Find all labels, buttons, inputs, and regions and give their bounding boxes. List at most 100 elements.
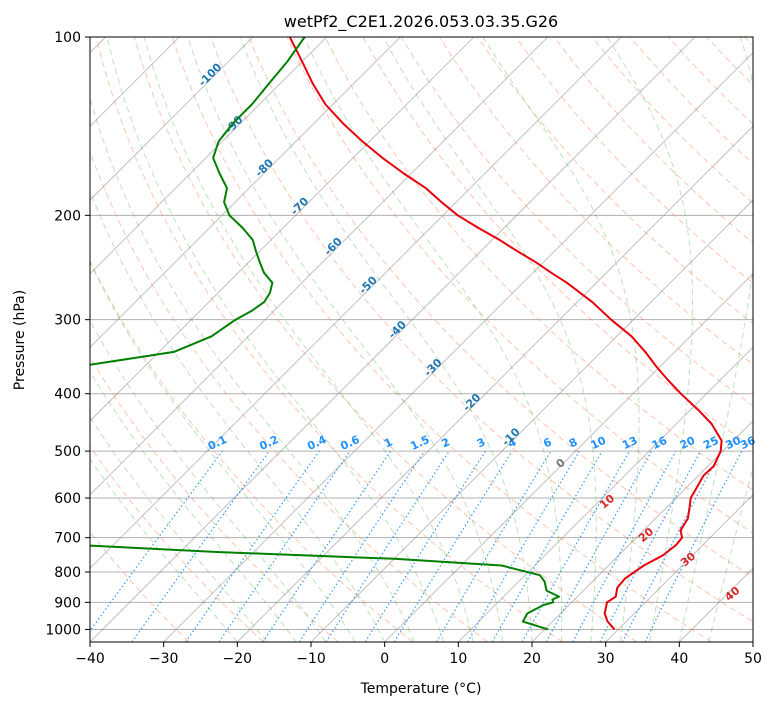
background-lines <box>90 37 753 642</box>
moist-adiabat <box>482 37 640 642</box>
x-tick-label: −30 <box>149 651 179 667</box>
mixing-ratio-label: 20 <box>678 434 698 452</box>
mixing-ratio-line <box>298 450 425 642</box>
mixing-ratio-line <box>393 450 513 642</box>
mixing-ratio-label: 0.2 <box>257 433 280 453</box>
mixing-ratio-line <box>131 450 270 642</box>
dewpoint-profile-line <box>90 37 560 631</box>
dry-adiabat <box>90 259 414 642</box>
skewed-isotherm <box>90 37 696 642</box>
dry-adiabat <box>90 150 488 642</box>
y-tick-label: 1000 <box>45 622 81 638</box>
moist-adiabat <box>90 416 268 642</box>
isotherm-label: -70 <box>288 194 311 217</box>
skewed-isotherm <box>679 567 753 642</box>
y-tick-label: 600 <box>54 491 81 507</box>
mixing-ratio-label: 25 <box>701 434 720 452</box>
isotherm-label: -60 <box>322 235 345 258</box>
moist-adiabat <box>143 37 474 642</box>
mixing-ratio-label: 0.4 <box>305 433 328 453</box>
x-tick-label: 30 <box>597 651 615 667</box>
x-tick-label: −40 <box>75 651 105 667</box>
temperature-profile-line <box>288 37 723 631</box>
isotherm-label: -100 <box>196 60 225 89</box>
mixing-ratio-label: 36 <box>738 434 758 452</box>
x-tick-label: 10 <box>449 651 467 667</box>
skewed-isotherm <box>90 37 475 422</box>
moist-adiabat <box>90 370 297 642</box>
x-axis: −40 −30 −20 −10 0 10 20 30 40 50 <box>75 642 762 667</box>
isotherm-label: -20 <box>460 391 483 414</box>
moist-adiabat <box>606 37 693 642</box>
moist-adiabat-label: 20 <box>636 525 656 545</box>
x-tick-label: 0 <box>380 651 389 667</box>
isotherm-label: -10 <box>499 425 522 448</box>
isotherm-label: -40 <box>386 318 409 341</box>
mixing-ratio-label: 30 <box>723 434 743 452</box>
moist-adiabat <box>187 37 503 642</box>
mixing-ratio-line <box>185 450 320 642</box>
mixing-ratio-label: 16 <box>650 434 670 452</box>
mixing-ratio-label: 10 <box>589 434 609 452</box>
plot-frame <box>89 36 754 643</box>
dry-adiabat <box>324 37 753 491</box>
dry-adiabat <box>668 37 753 125</box>
skewed-isotherm <box>90 37 254 201</box>
skewed-isotherm <box>531 420 753 642</box>
y-tick-label: 700 <box>54 531 81 547</box>
dry-adiabat <box>210 37 753 623</box>
mixing-ratio-label: 0.1 <box>206 433 229 453</box>
moist-adiabat <box>90 96 415 642</box>
moist-adiabat <box>90 458 238 642</box>
skewed-isotherm <box>163 52 753 642</box>
y-tick-label: 300 <box>54 313 81 329</box>
mixing-ratio-label: 8 <box>567 435 579 450</box>
mixing-ratio-line <box>572 450 677 642</box>
dry-adiabat <box>706 37 753 86</box>
moist-adiabat <box>708 465 753 642</box>
mixing-ratio-label: 0.6 <box>338 433 361 453</box>
mixing-ratio-line <box>545 450 653 642</box>
x-tick-label: −10 <box>296 651 326 667</box>
moist-adiabat <box>90 260 356 642</box>
moist-adiabat-label: 40 <box>722 584 742 604</box>
y-axis: 1000 900 800 700 600 500 400 300 200 100 <box>45 30 90 638</box>
y-tick-label: 100 <box>54 30 81 46</box>
mixing-ratio-line <box>644 450 743 642</box>
dry-adiabat <box>515 37 753 284</box>
dry-adiabat <box>591 37 753 204</box>
skewed-isotherm <box>90 37 548 496</box>
skewed-isotherm <box>310 199 753 642</box>
mixing-ratio-line <box>90 450 223 632</box>
mixing-ratio-line <box>521 450 631 642</box>
dry-adiabat <box>133 37 638 642</box>
x-axis-label: Temperature (°C) <box>360 681 482 697</box>
mixing-ratio-label: 13 <box>620 434 639 452</box>
x-tick-label: 50 <box>744 651 762 667</box>
moist-adiabat <box>90 319 327 642</box>
skewed-isotherm <box>605 494 753 642</box>
y-tick-label: 500 <box>54 444 81 460</box>
skewed-isotherm <box>90 37 327 275</box>
chart-title: wetPf2_C2E1.2026.053.03.35.G26 <box>284 12 558 32</box>
mixing-ratio-line <box>325 450 450 642</box>
moist-adiabat <box>382 37 597 642</box>
dry-adiabat <box>95 37 563 642</box>
dry-adiabat <box>286 37 753 534</box>
moist-adiabat <box>678 37 753 642</box>
moist-adiabat <box>239 37 533 642</box>
isotherm-label: -30 <box>421 356 444 379</box>
mixing-ratio-line <box>364 450 486 642</box>
moist-adiabat-label: 10 <box>597 492 617 512</box>
skewed-isotherm <box>458 346 753 642</box>
skewed-isotherm <box>384 273 753 642</box>
isotherm-label: -80 <box>253 156 276 179</box>
dry-adiabat <box>171 37 712 642</box>
dry-adiabat <box>90 531 190 642</box>
mixing-ratio-line <box>466 450 580 642</box>
moist-adiabat-label: 0 <box>554 456 568 471</box>
moist-adiabat <box>106 37 445 642</box>
